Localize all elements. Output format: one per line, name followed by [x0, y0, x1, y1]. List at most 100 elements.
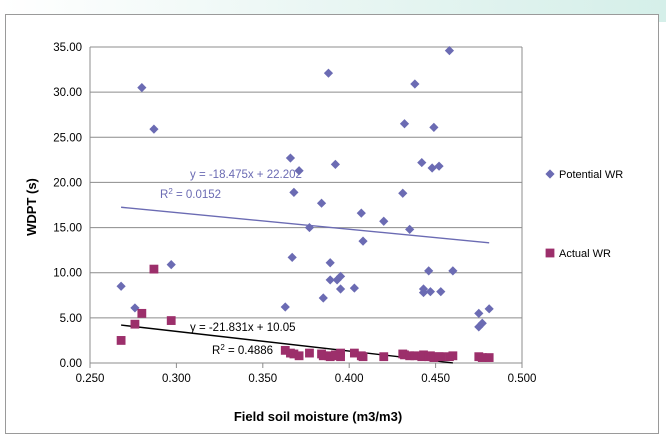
potential-wr-point [434, 161, 444, 171]
potential-wr-point [356, 208, 366, 218]
potential-wr-point [398, 188, 408, 198]
potential-wr-point [379, 216, 389, 226]
actual-wr-point [448, 351, 458, 361]
trendline-equations: y = -18.475x + 22.202 R2 = 0.0152 y = -21.… [160, 169, 302, 357]
y-tick-label: 25.00 [53, 132, 82, 144]
legend: Potential WR Actual WR [545, 169, 623, 260]
potential-wr-point [349, 283, 359, 293]
potential-wr-point [318, 293, 328, 303]
actual-wr-point [484, 353, 494, 362]
actual-wr-point [318, 351, 328, 361]
actual-wr-point [379, 352, 389, 362]
actual-wr-point [116, 336, 126, 345]
potential-wr-point [166, 259, 176, 270]
potential-wr-point [287, 252, 297, 262]
potential-wr-point [289, 187, 299, 197]
potential-wr-point [474, 322, 484, 332]
legend-label: Potential WR [559, 169, 623, 181]
potential-wr-point [405, 224, 415, 234]
potential-wr-point [330, 159, 340, 169]
x-axis-title: Field soil moisture (m3/m3) [234, 409, 402, 424]
potential-wr-point [448, 266, 458, 276]
y-tick-label: 15.00 [53, 223, 82, 235]
actual-wr-point [137, 308, 147, 318]
x-tick-label: 0.300 [162, 373, 191, 385]
potential-wr-point [444, 46, 455, 56]
actual-wr-point [149, 264, 159, 274]
potential-wr-point [424, 266, 434, 276]
potential-wr-point [130, 303, 140, 313]
potential-wr-point [325, 275, 335, 285]
potential-wr-point [280, 302, 290, 312]
trendline-equation: y = -21.831x + 10.05 [190, 322, 296, 334]
y-tick-label: 5.00 [60, 313, 82, 325]
potential-wr-point [149, 124, 159, 134]
actual-wr-point [410, 351, 420, 361]
trendline-r-squared: R2 = 0.0152 [160, 187, 221, 201]
y-tick-label: 0.00 [60, 358, 82, 370]
y-tick-label: 10.00 [53, 268, 82, 280]
potential-wr-point [323, 68, 334, 78]
potential-wr-point [335, 284, 346, 294]
potential-wr-point [410, 79, 420, 89]
trendline-r-squared: R2 = 0.4886 [212, 343, 273, 357]
actual-wr-point [280, 345, 290, 355]
trendline-equation: y = -18.475x + 22.202 [190, 169, 302, 181]
actual-wr-point [325, 352, 335, 362]
potential-wr-point [427, 163, 437, 173]
actual-wr-point [436, 352, 446, 362]
x-tick-label: 0.450 [421, 373, 450, 385]
actual-wr-point [294, 351, 304, 361]
y-tick-label: 35.00 [53, 42, 82, 54]
actual-wr-point [429, 353, 439, 362]
x-tick-labels: 0.250 0.300 0.350 0.400 0.450 0.500 [76, 373, 537, 385]
actual-wr-point [358, 352, 368, 362]
actual-wr-point [405, 351, 415, 361]
legend-marker [545, 248, 555, 258]
actual-wr-point [289, 349, 299, 359]
potential-wr-point [474, 308, 484, 318]
x-tick-label: 0.350 [248, 373, 277, 385]
actual-wr-point [400, 350, 409, 360]
legend-label: Actual WR [559, 248, 611, 260]
chart-frame [5, 14, 659, 434]
actual-wr-point [349, 348, 359, 358]
potential-wr-point [484, 304, 494, 314]
potential-wr-point [399, 119, 410, 129]
trendlines [121, 206, 490, 364]
y-tick-labels: 0.00 5.00 10.00 15.00 20.00 25.00 30.00 35.00 [53, 42, 82, 370]
x-tick-label: 0.250 [76, 373, 105, 385]
potential-wr-point [294, 166, 304, 176]
axes [89, 47, 523, 368]
x-tick-label: 0.500 [508, 373, 537, 385]
potential-wr-point [304, 222, 315, 233]
trendline [121, 324, 453, 364]
potential-wr-point [477, 318, 487, 328]
y-tick-label: 20.00 [53, 177, 82, 189]
potential-wr-point [429, 122, 439, 132]
data-points [116, 46, 494, 362]
grid-lines [90, 46, 522, 364]
legend-marker [545, 169, 555, 179]
potential-wr-point [418, 284, 429, 294]
actual-wr-point [130, 319, 140, 329]
actual-wr-point [336, 352, 345, 362]
potential-wr-point [436, 287, 446, 297]
trendline [121, 206, 490, 244]
potential-wr-point [116, 281, 126, 291]
potential-wr-point [316, 198, 327, 208]
potential-wr-point [417, 157, 427, 168]
y-axis-title: WDPT (s) [24, 178, 39, 236]
x-tick-label: 0.400 [335, 373, 364, 385]
potential-wr-point [137, 83, 147, 93]
actual-wr-point [305, 348, 314, 358]
actual-wr-point [477, 353, 487, 362]
actual-wr-point [419, 350, 428, 360]
actual-wr-point [166, 316, 176, 325]
potential-wr-point [358, 236, 368, 246]
potential-wr-point [335, 271, 346, 281]
y-tick-label: 30.00 [53, 87, 82, 99]
potential-wr-point [285, 153, 296, 163]
potential-wr-point [325, 258, 335, 268]
